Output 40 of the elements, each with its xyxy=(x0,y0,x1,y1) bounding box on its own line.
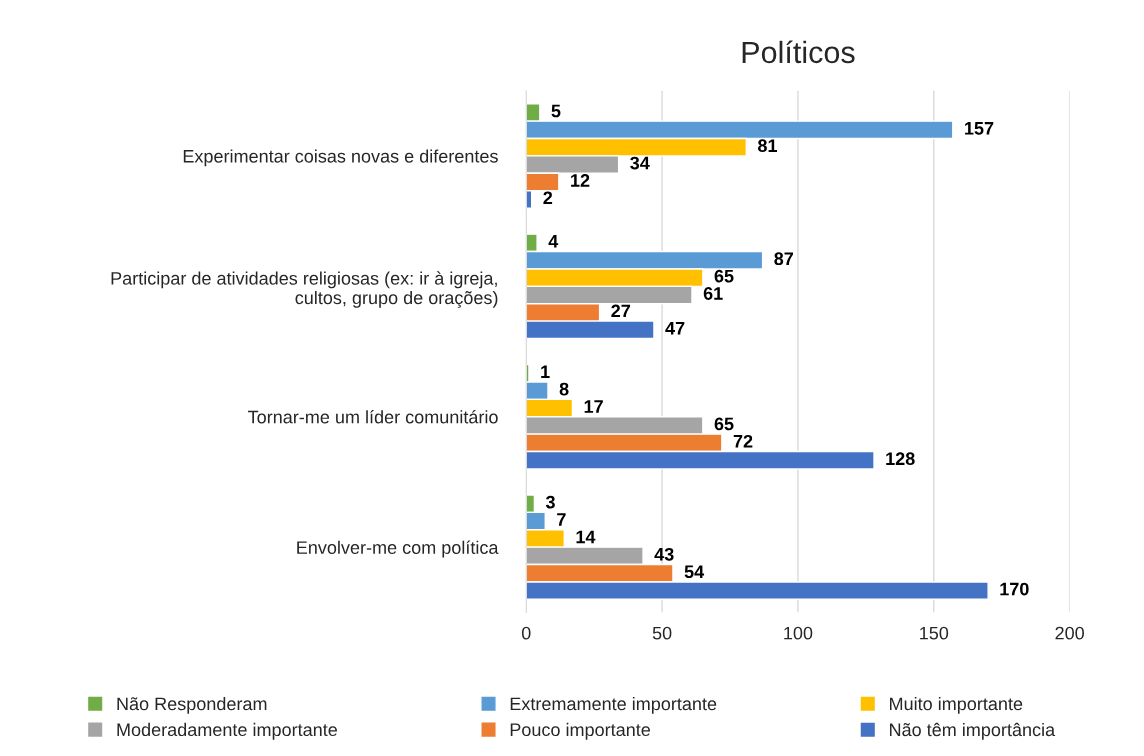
y-tick-label: Envolver-me com política xyxy=(297,540,499,558)
legend-label: Muito importante xyxy=(890,697,1023,714)
data-label: 17 xyxy=(584,400,603,413)
x-tick-label: 150 xyxy=(920,626,949,640)
data-label: 47 xyxy=(665,322,685,335)
y-tick-label: Tornar-me um líder comunitário xyxy=(248,409,498,424)
data-label: 72 xyxy=(733,434,753,448)
legend-label: Não Responderam xyxy=(117,697,267,714)
data-label: 27 xyxy=(611,304,630,318)
data-label: 8 xyxy=(559,382,569,396)
legend-label: Pouco importante xyxy=(510,722,651,740)
data-label: 54 xyxy=(684,565,705,579)
data-label: 34 xyxy=(630,156,650,170)
data-label: 65 xyxy=(714,417,734,431)
legend-label: Extremamente importante xyxy=(510,697,717,714)
data-label: 43 xyxy=(654,547,674,561)
data-label: 14 xyxy=(576,530,596,544)
data-label: 157 xyxy=(965,122,994,135)
x-tick-label: 0 xyxy=(521,626,531,640)
data-label: 3 xyxy=(545,495,555,509)
chart-title: Políticos xyxy=(742,40,855,64)
data-label: 65 xyxy=(714,269,734,283)
data-label: 4 xyxy=(548,235,559,248)
data-label: 5 xyxy=(551,104,561,118)
legend-label: Moderadamente importante xyxy=(117,722,337,740)
data-label: 87 xyxy=(774,252,794,266)
legend-label: Não têm importância xyxy=(890,722,1056,740)
data-label: 61 xyxy=(703,287,723,300)
x-tick-label: 200 xyxy=(1055,626,1084,640)
data-label: 2 xyxy=(543,191,553,205)
x-tick-label: 100 xyxy=(784,626,813,640)
y-tick-label: Participar de atividades religiosas (ex: ir à igreja, cultos, grupo de orações) xyxy=(111,271,498,308)
data-label: 128 xyxy=(886,452,915,466)
data-label: 7 xyxy=(557,513,566,526)
data-label: 12 xyxy=(571,174,590,187)
data-label: 170 xyxy=(1000,582,1029,596)
y-tick-label: Experimentar coisas novas e diferentes xyxy=(183,149,498,167)
data-label: 1 xyxy=(541,365,550,378)
x-tick-label: 50 xyxy=(652,626,672,640)
data-label: 81 xyxy=(758,139,778,153)
